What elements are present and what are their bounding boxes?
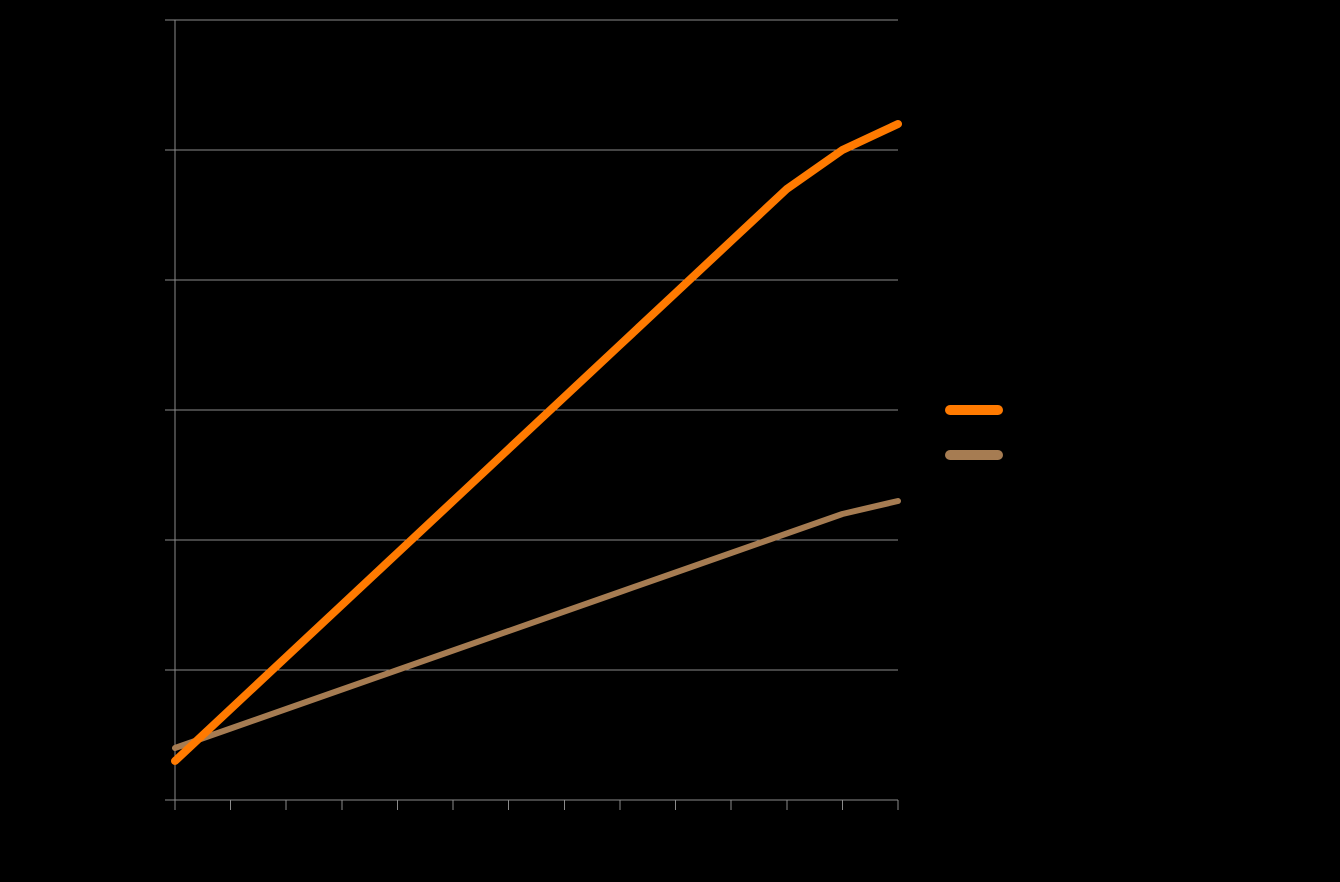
line-chart bbox=[0, 0, 1340, 882]
legend-swatch-series-1 bbox=[945, 405, 1003, 415]
legend-swatch-series-2 bbox=[945, 450, 1003, 460]
chart-background bbox=[0, 0, 1340, 882]
